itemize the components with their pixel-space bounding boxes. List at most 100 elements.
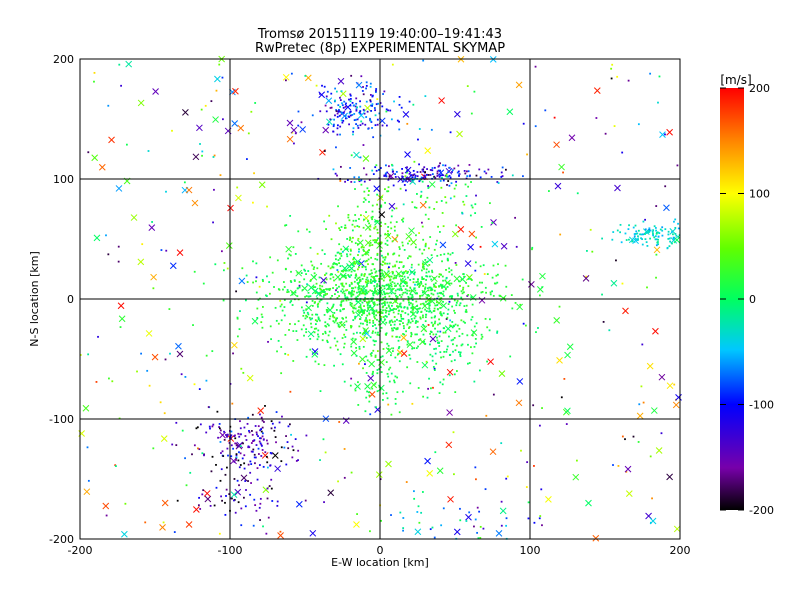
data-point-1409 <box>399 323 401 326</box>
data-point-521 <box>374 323 376 326</box>
data-cross-33 <box>375 471 383 478</box>
data-point-1518 <box>390 292 393 295</box>
data-point-1047 <box>348 292 350 295</box>
data-cross-86 <box>624 465 632 473</box>
data-point-738 <box>356 291 358 294</box>
data-point-1486 <box>385 315 388 318</box>
data-point-1369 <box>424 259 427 261</box>
data-point-1616 <box>371 309 374 312</box>
data-point-1818 <box>330 238 333 241</box>
data-point-2200 <box>412 169 415 172</box>
data-cross-380 <box>385 460 392 468</box>
data-point-470 <box>385 110 388 113</box>
data-cross-1841 <box>384 272 391 279</box>
data-point-1418 <box>326 288 328 291</box>
data-point-2228 <box>410 174 413 177</box>
data-point-536 <box>360 274 363 277</box>
data-point-2025 <box>400 106 403 109</box>
data-point-2638 <box>226 435 228 438</box>
data-point-2379 <box>625 239 628 241</box>
y-axis-label: N-S location [km] <box>28 251 41 347</box>
data-point-2643 <box>252 440 254 442</box>
data-point-1307 <box>440 297 443 299</box>
data-point-2859 <box>469 214 472 217</box>
data-point-737 <box>368 273 371 276</box>
data-point-8 <box>430 128 433 131</box>
data-cross-134 <box>636 412 644 420</box>
data-point-1414 <box>316 297 319 300</box>
data-point-65 <box>291 131 294 134</box>
data-point-1600 <box>455 330 458 333</box>
data-point-96 <box>560 396 563 399</box>
data-point-1046 <box>375 270 378 273</box>
data-point-423 <box>431 526 434 529</box>
data-point-1508 <box>384 293 386 296</box>
data-point-2867 <box>440 186 443 189</box>
data-point-175 <box>511 174 514 177</box>
data-point-1387 <box>394 356 397 359</box>
data-point-2788 <box>387 344 390 347</box>
data-point-402 <box>107 104 110 107</box>
data-point-2265 <box>436 172 439 175</box>
data-point-2310 <box>394 176 397 178</box>
data-point-2768 <box>379 356 382 359</box>
data-point-1071 <box>388 310 391 313</box>
data-point-307 <box>87 479 90 482</box>
colorbar-tick-label-4: -200 <box>749 504 774 517</box>
data-point-461 <box>319 459 321 461</box>
data-point-2685 <box>224 501 226 504</box>
data-point-951 <box>276 350 278 353</box>
data-point-1910 <box>382 256 385 259</box>
data-cross-84 <box>424 147 432 154</box>
data-point-2084 <box>329 118 332 121</box>
data-point-1408 <box>467 285 470 288</box>
data-point-494 <box>286 291 289 294</box>
data-point-2127 <box>365 100 368 103</box>
data-point-2448 <box>655 232 658 235</box>
data-point-2044 <box>342 111 345 114</box>
data-cross-91 <box>115 185 123 192</box>
data-point-1109 <box>381 274 384 277</box>
data-point-1201 <box>470 296 473 299</box>
data-point-1669 <box>485 291 487 294</box>
data-point-2461 <box>653 236 656 239</box>
data-point-1183 <box>441 284 444 287</box>
data-point-1608 <box>350 292 353 295</box>
data-point-1960 <box>387 226 390 228</box>
data-point-1612 <box>168 308 171 310</box>
data-point-2539 <box>235 454 238 457</box>
data-point-1631 <box>410 290 413 292</box>
data-point-662 <box>302 314 305 317</box>
data-point-2741 <box>393 379 395 382</box>
data-point-1234 <box>384 315 387 317</box>
data-point-173 <box>459 285 461 287</box>
data-point-1674 <box>361 277 364 280</box>
data-point-2754 <box>422 395 425 398</box>
data-point-215 <box>339 96 341 99</box>
data-point-397 <box>522 122 525 125</box>
data-point-36 <box>201 452 204 455</box>
data-point-282 <box>379 478 382 481</box>
data-point-2452 <box>666 246 669 249</box>
data-point-1898 <box>398 261 401 264</box>
data-point-810 <box>383 301 386 304</box>
data-point-1966 <box>345 320 348 323</box>
grid-lines <box>80 59 680 539</box>
data-point-452 <box>196 447 199 450</box>
data-point-1291 <box>373 280 376 282</box>
data-point-2060 <box>349 98 352 100</box>
data-point-564 <box>222 299 225 302</box>
data-point-135 <box>565 423 568 425</box>
data-point-2849 <box>431 359 434 362</box>
data-point-1353 <box>409 293 412 296</box>
data-cross-413 <box>457 226 465 233</box>
data-cross-2003 <box>374 218 381 226</box>
data-point-1675 <box>314 319 317 322</box>
data-point-2388 <box>619 231 622 234</box>
data-point-883 <box>368 306 371 309</box>
data-point-1126 <box>311 313 314 316</box>
data-point-2801 <box>435 362 438 365</box>
data-point-2358 <box>368 179 371 181</box>
data-point-302 <box>604 132 607 135</box>
data-point-1197 <box>410 270 412 273</box>
